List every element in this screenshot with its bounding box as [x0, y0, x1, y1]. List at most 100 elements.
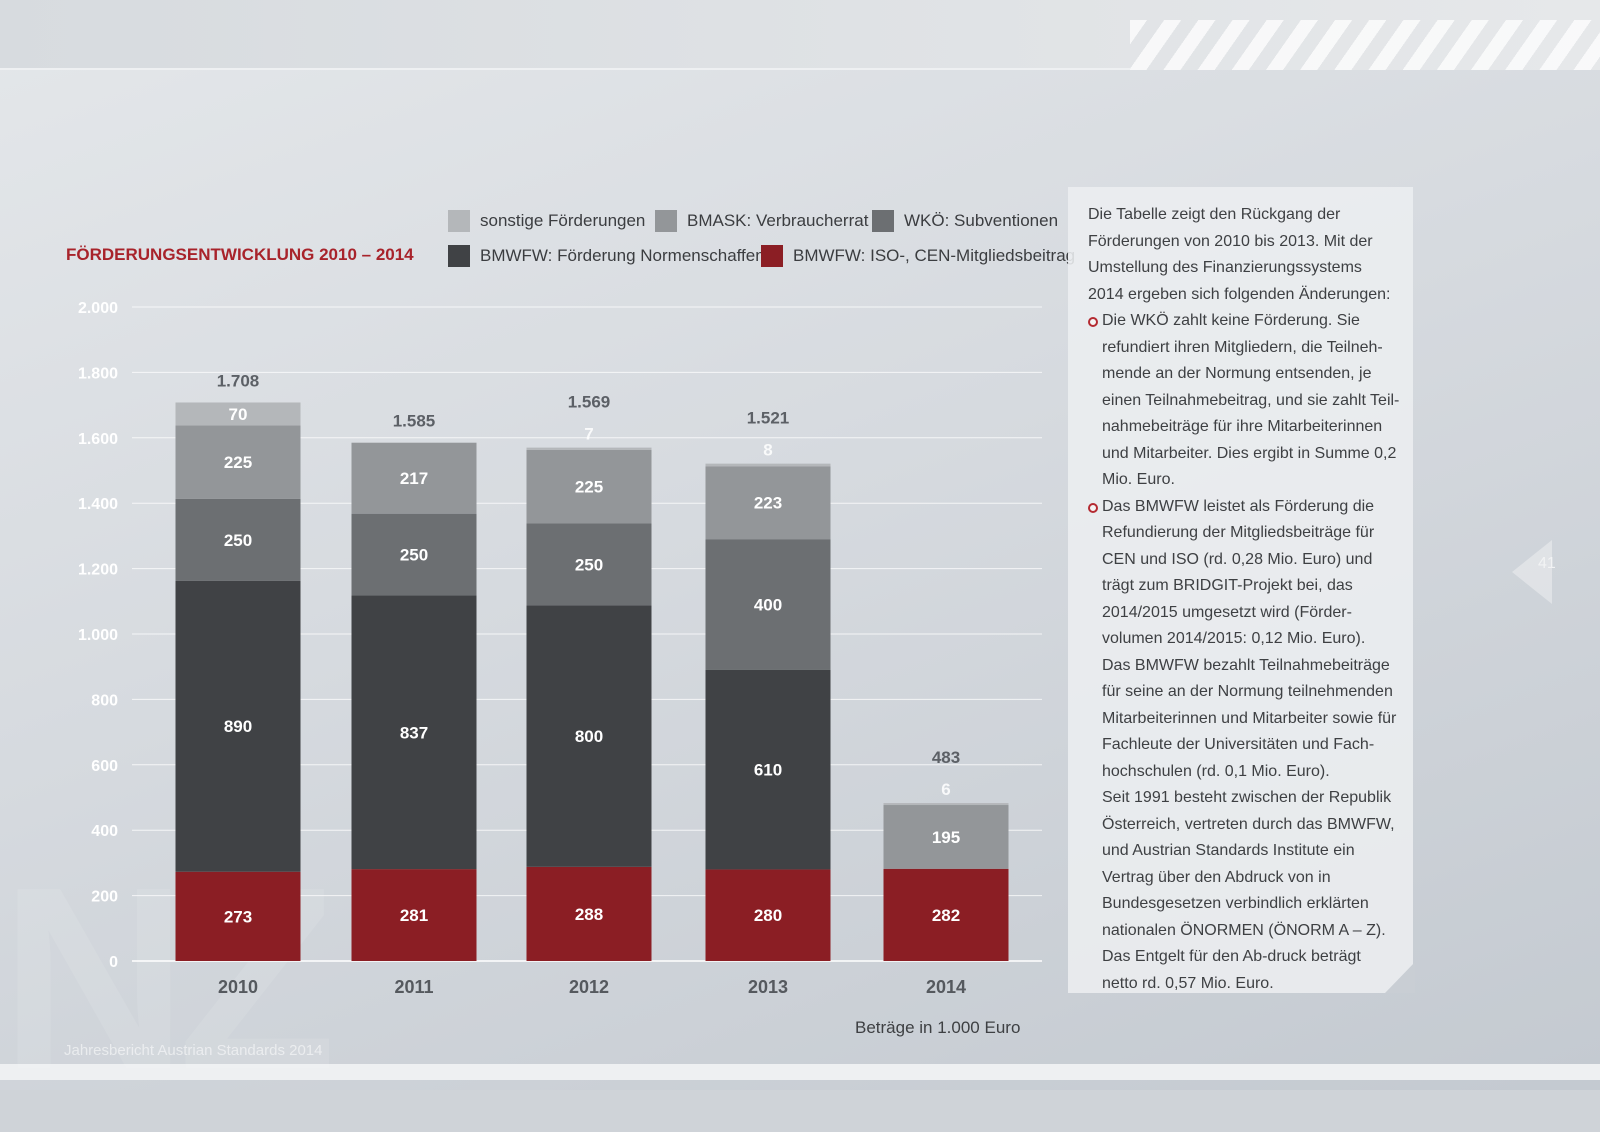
- legend-swatch: [872, 210, 894, 232]
- segment-value-label: 250: [224, 531, 252, 550]
- legend-item-bmwfw-normen: BMWFW: Förderung Normenschaffen: [448, 245, 765, 267]
- segment-value-label: 281: [400, 906, 428, 925]
- segment-value-label: 70: [229, 405, 248, 424]
- y-tick-label: 1.600: [78, 431, 118, 448]
- segment-value-label: 223: [754, 494, 782, 513]
- y-tick-label: 600: [91, 758, 118, 775]
- note-box: [1068, 187, 1413, 993]
- unit-label: Beträge in 1.000 Euro: [855, 1018, 1021, 1037]
- segment-value-label: 6: [941, 780, 950, 799]
- bar-segment: [526, 447, 652, 450]
- bar-segment: [175, 871, 301, 961]
- bar-total-label: 1.569: [568, 393, 611, 412]
- x-tick-label: 2014: [926, 977, 966, 997]
- segment-value-label: 225: [224, 453, 252, 472]
- note-paragraph: Das BMWFW bezahlt Teilnahmebeiträge für …: [1102, 656, 1397, 780]
- bar-segment: [883, 803, 1009, 806]
- bar-segment: [705, 463, 831, 467]
- segment-value-label: 7: [584, 425, 593, 444]
- bar-total-label: 1.521: [747, 409, 790, 428]
- bar-total-label: 1.708: [217, 371, 260, 390]
- note-bullet-item: Die WKÖ zahlt keine Förderung. Sie refun…: [1088, 308, 1400, 494]
- decorative-stripes: [1130, 20, 1600, 70]
- legend-label: sonstige Förderungen: [480, 211, 646, 230]
- bar-segment: [175, 498, 301, 581]
- bullet-icon: [1088, 502, 1098, 513]
- bar-segment: [526, 605, 652, 867]
- segment-value-label: 610: [754, 761, 782, 780]
- segment-value-label: 800: [575, 727, 603, 746]
- segment-value-label: 288: [575, 905, 603, 924]
- bar-segment: [705, 539, 831, 670]
- bar-segment: [175, 425, 301, 499]
- segment-value-label: 250: [575, 555, 603, 574]
- y-tick-label: 1.800: [78, 365, 118, 382]
- legend-item-sonstige: sonstige Förderungen: [448, 210, 645, 232]
- stacked-bar-chart: 0 200 400 600 800 1.000 1.200 1.400 1.600 1.800 2.…: [78, 300, 1009, 997]
- segment-value-label: 225: [575, 478, 603, 497]
- y-tick-label: 800: [91, 692, 118, 709]
- bar-segment: [351, 513, 477, 596]
- legend-item-wko: WKÖ: Subventionen: [872, 210, 1058, 232]
- note-bullet-item: Das BMWFW leistet als Förderung die Refu…: [1088, 494, 1400, 653]
- legend-swatch: [655, 210, 677, 232]
- segment-value-label: 250: [400, 546, 428, 565]
- segment-value-label: 837: [400, 723, 428, 742]
- x-tick-label: 2011: [394, 977, 433, 997]
- bar-segment: [705, 669, 831, 870]
- bar-segment: [705, 869, 831, 961]
- segment-value-label: 217: [400, 469, 428, 488]
- legend-label: BMWFW: Förderung Normenschaffen: [480, 246, 765, 265]
- page-marker-arrow: [1512, 540, 1552, 604]
- note-bullet-text: Die WKÖ zahlt keine Förderung. Sie refun…: [1102, 312, 1400, 488]
- y-tick-label: 400: [91, 823, 118, 840]
- bar-segment: [526, 866, 652, 961]
- bar-segment: [883, 868, 1009, 961]
- y-tick-label: 0: [109, 954, 118, 971]
- segment-value-label: 280: [754, 906, 782, 925]
- x-tick-label: 2012: [569, 977, 609, 997]
- legend-swatch: [761, 245, 783, 267]
- header-rule: [0, 68, 1130, 70]
- bar-total-label: 483: [932, 748, 960, 767]
- y-tick-label: 1.400: [78, 496, 118, 513]
- legend-swatch: [448, 245, 470, 267]
- bar-segment: [351, 442, 477, 514]
- segment-value-label: 282: [932, 906, 960, 925]
- bar-segment: [526, 449, 652, 524]
- footer-band: [0, 1090, 1600, 1132]
- note-bullet-list: Die WKÖ zahlt keine Förderung. Sie refun…: [1088, 308, 1400, 653]
- y-tick-label: 1.000: [78, 627, 118, 644]
- note-intro: Die Tabelle zeigt den Rückgang der Förde…: [1088, 206, 1391, 303]
- footer-text: Jahresbericht Austrian Standards 2014: [64, 1042, 323, 1059]
- y-tick-label: 2.000: [78, 300, 118, 317]
- y-tick-label: 1.200: [78, 562, 118, 579]
- note-box-corner: [1385, 962, 1415, 993]
- segment-value-label: 400: [754, 596, 782, 615]
- x-tick-label: 2010: [218, 977, 258, 997]
- page-number: 41: [1538, 555, 1556, 572]
- bar-segment: [175, 580, 301, 872]
- note-bullet-text: Das BMWFW leistet als Förderung die Refu…: [1102, 497, 1375, 648]
- bar-segment: [351, 595, 477, 870]
- bar-segment: [883, 805, 1009, 869]
- segment-value-label: 195: [932, 828, 960, 847]
- y-tick-label: 200: [91, 889, 118, 906]
- note-paragraph: Seit 1991 besteht zwischen der Republik …: [1102, 789, 1395, 992]
- bar-segment: [526, 523, 652, 606]
- x-tick-label: 2013: [748, 977, 788, 997]
- legend-swatch: [448, 210, 470, 232]
- note-text: Die Tabelle zeigt den Rückgang der Förde…: [1088, 202, 1400, 997]
- segment-value-label: 8: [763, 441, 772, 460]
- legend-label: BMWFW: ISO-, CEN-Mitgliedsbeitrag: [793, 246, 1076, 265]
- legend-label: WKÖ: Subventionen: [904, 211, 1059, 230]
- segment-value-label: 273: [224, 907, 252, 926]
- chart-title: FÖRDERUNGSENTWICKLUNG 2010 – 2014: [66, 245, 414, 264]
- legend-item-bmwfw-iso: BMWFW: ISO-, CEN-Mitgliedsbeitrag: [761, 245, 1075, 267]
- legend-label: BMASK: Verbraucherrat: [687, 211, 869, 230]
- bar-segment: [175, 402, 301, 426]
- footer-rule: [0, 1064, 1600, 1080]
- bar-segment: [351, 869, 477, 961]
- bar-total-label: 1.585: [393, 412, 436, 431]
- legend-item-bmask: BMASK: Verbraucherrat: [655, 210, 868, 232]
